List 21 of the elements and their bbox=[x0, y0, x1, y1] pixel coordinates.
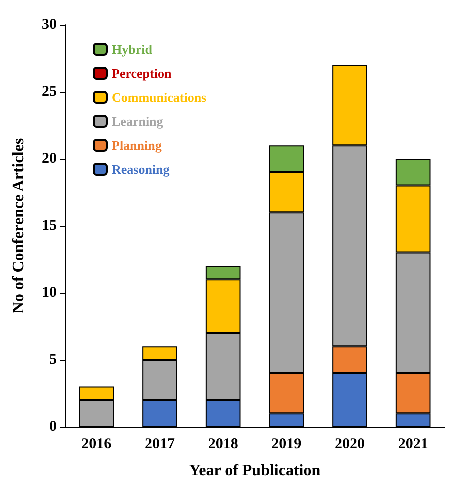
y-tick-label: 15 bbox=[42, 218, 57, 234]
x-tick-label: 2020 bbox=[335, 436, 365, 452]
y-tick-label: 20 bbox=[42, 151, 57, 167]
y-tick-label: 30 bbox=[42, 17, 57, 33]
x-tick-label: 2016 bbox=[82, 436, 112, 452]
y-axis-title: No of Conference Articles bbox=[10, 138, 28, 314]
legend-label: Reasoning bbox=[112, 162, 170, 177]
x-tick-label: 2021 bbox=[398, 436, 428, 452]
legend-label: Communications bbox=[112, 90, 207, 105]
legend-label: Hybrid bbox=[112, 42, 154, 57]
x-tick-label: 2017 bbox=[145, 436, 176, 452]
y-tick-label: 5 bbox=[50, 352, 57, 368]
legend-label: Planning bbox=[112, 138, 162, 153]
legend-label: Learning bbox=[112, 114, 164, 129]
x-tick-label: 2018 bbox=[208, 436, 238, 452]
x-tick-label: 2019 bbox=[272, 436, 302, 452]
y-tick-label: 10 bbox=[42, 285, 57, 301]
y-tick-label: 0 bbox=[50, 419, 57, 435]
legend-label: Perception bbox=[112, 66, 172, 81]
y-tick-label: 25 bbox=[42, 84, 57, 100]
x-axis-title: Year of Publication bbox=[189, 462, 321, 480]
